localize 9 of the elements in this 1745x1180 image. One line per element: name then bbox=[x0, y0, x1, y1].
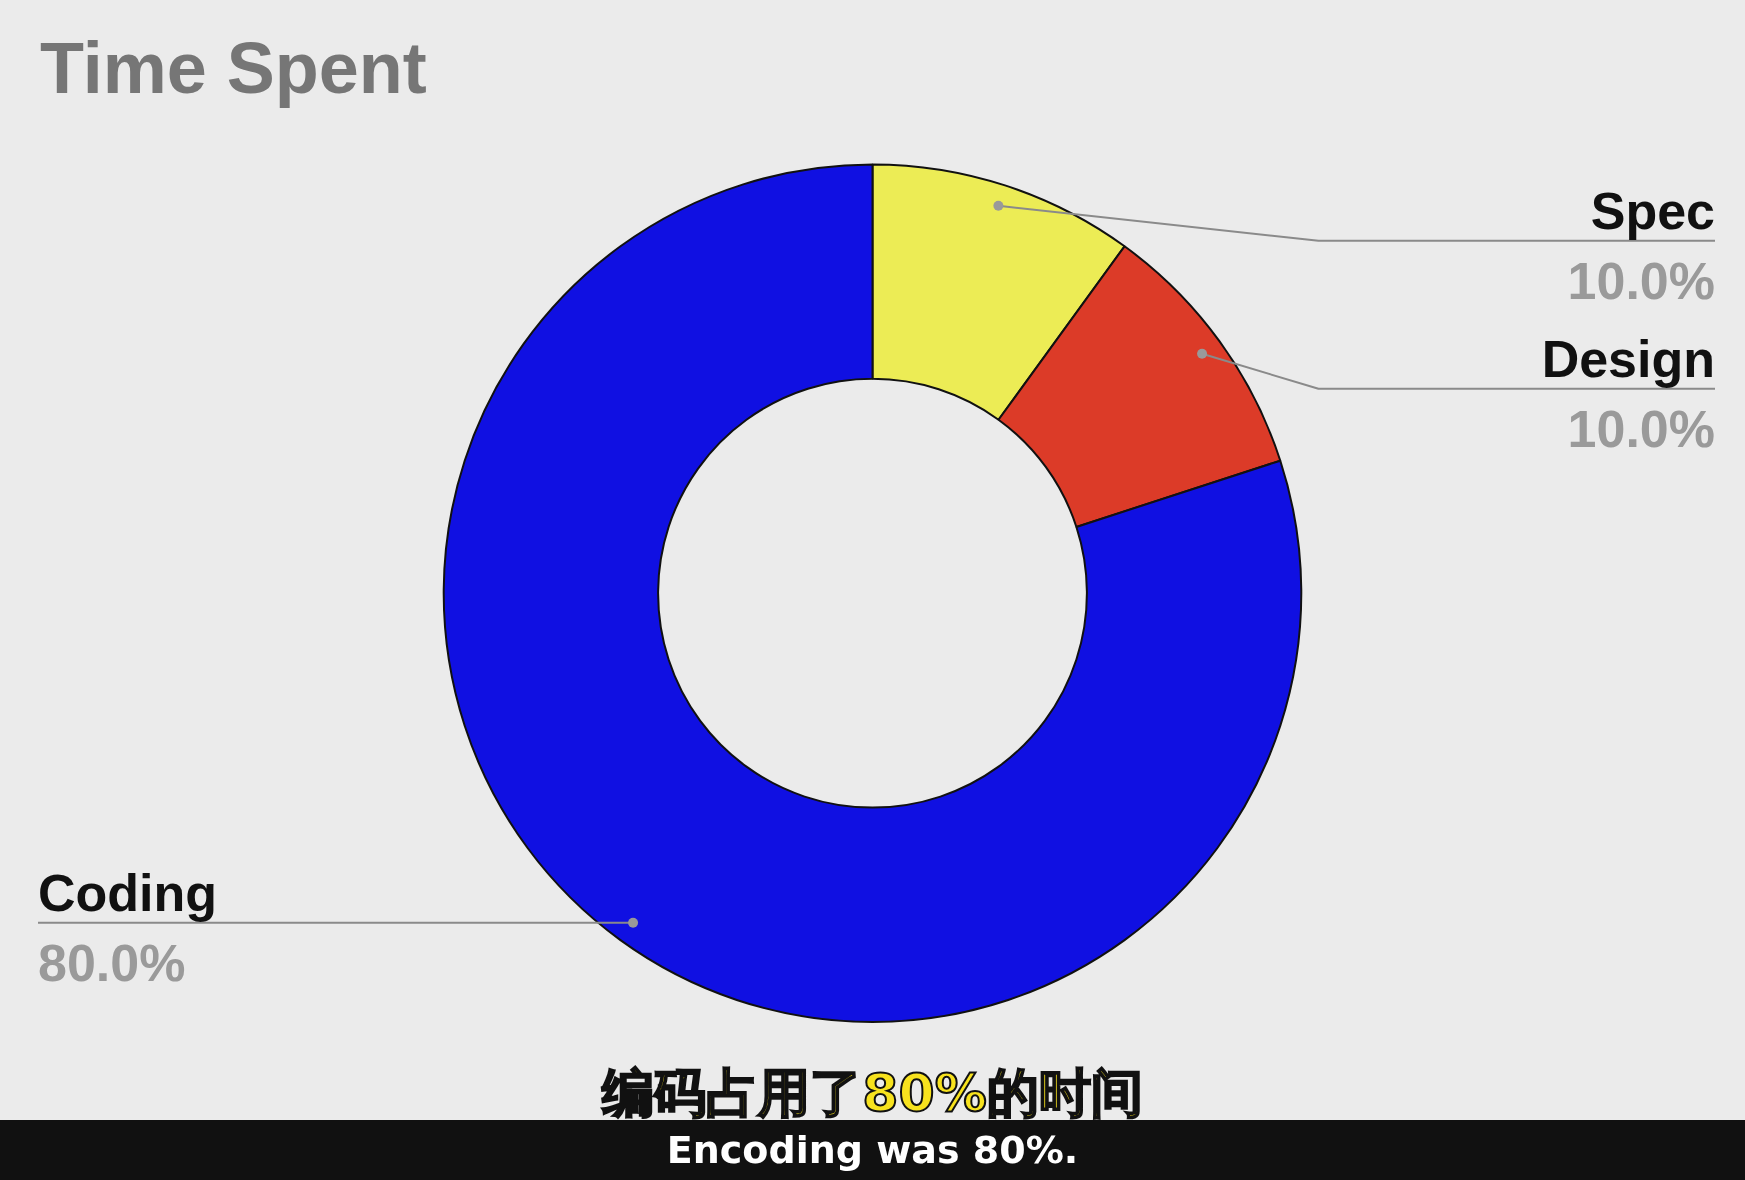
data-label: 80.0% bbox=[38, 933, 186, 992]
data-label: 10.0% bbox=[1567, 251, 1715, 310]
text: Encoding was 80%. bbox=[666, 1128, 1079, 1172]
chart-title: Time Spent bbox=[40, 28, 427, 109]
slice-label: Design bbox=[1541, 329, 1715, 388]
text: 编码占用了80%的时间 bbox=[600, 1062, 1144, 1124]
slice-label: Coding bbox=[38, 863, 218, 922]
slice-label: Spec bbox=[1590, 181, 1715, 240]
data-label: 10.0% bbox=[1567, 399, 1715, 458]
